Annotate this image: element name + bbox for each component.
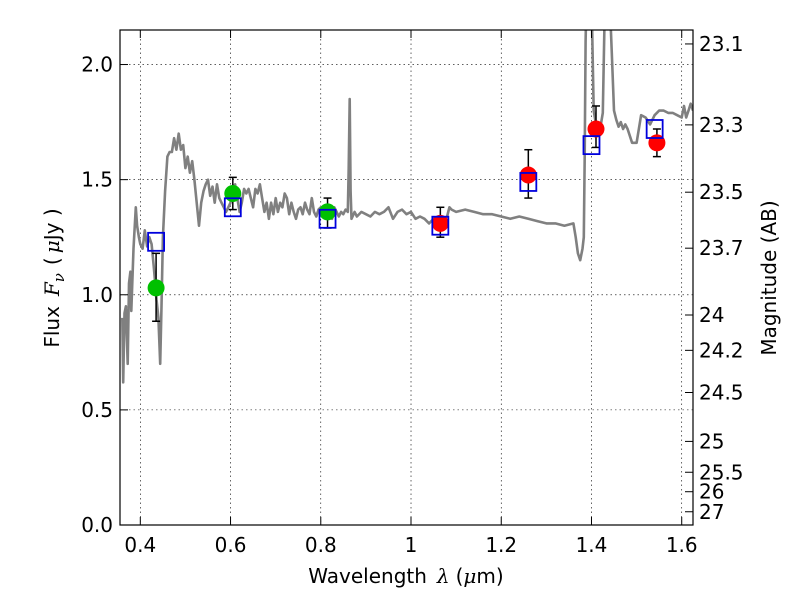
x-tick-label: 1.4 xyxy=(576,533,608,557)
y2-axis-label: Magnitude (AB) xyxy=(757,200,781,355)
green-data-point xyxy=(319,203,337,221)
model-photometry-square xyxy=(645,119,664,139)
x-tick-label: 1 xyxy=(405,533,418,557)
x-tick-label: 1.6 xyxy=(666,533,698,557)
x-tick-label: 1.2 xyxy=(485,533,517,557)
x-axis-label: Wavelength λ (μm) xyxy=(308,564,503,588)
tick-marks xyxy=(120,30,693,526)
x-tick-label: 0.4 xyxy=(124,533,156,557)
y-tick-label: 2.0 xyxy=(81,53,113,77)
y2-tick-label: 24 xyxy=(699,303,724,327)
model-spectrum-line xyxy=(121,30,693,384)
model-photometry-square xyxy=(223,197,242,218)
y2-tick-label: 23.7 xyxy=(699,236,744,260)
model-photometry-square xyxy=(582,135,601,156)
green-data-point xyxy=(147,279,165,297)
y2-tick-label: 27 xyxy=(699,500,724,524)
y2-tick-label: 24.5 xyxy=(699,381,744,405)
y-axis-label: FluxFν(μJy ) xyxy=(40,208,68,347)
y-tick-label: 1.5 xyxy=(81,168,113,192)
y2-tick-label: 24.2 xyxy=(699,338,744,362)
y2-tick-label: 23.1 xyxy=(699,32,744,56)
y2-tick-label: 25 xyxy=(699,429,724,453)
y2-tick-label: 25.5 xyxy=(699,460,744,484)
y-tick-label: 0.5 xyxy=(81,398,113,422)
y2-tick-label: 26 xyxy=(699,480,724,504)
grid xyxy=(120,30,693,526)
y-tick-label: 1.0 xyxy=(81,283,113,307)
x-tick-label: 0.8 xyxy=(305,533,337,557)
red-data-point xyxy=(587,120,605,138)
model-photometry-square xyxy=(318,208,337,229)
y2-tick-label: 23.5 xyxy=(699,180,744,204)
red-data-point xyxy=(519,166,537,184)
y-tick-label: 0.0 xyxy=(81,513,113,537)
plot-frame xyxy=(119,29,694,526)
x-tick-label: 0.6 xyxy=(215,533,247,557)
green-data-point xyxy=(224,184,242,202)
tick-labels: 0.4 0.6 0.8 1 1.2 1.4 1.6 0.0 0.5 1.0 1.5 2.0 23.1 23… xyxy=(81,32,743,557)
y2-tick-label: 23.3 xyxy=(699,113,744,137)
series-layer xyxy=(121,30,693,384)
model-photometry-square xyxy=(147,231,165,252)
red-data-point xyxy=(431,214,449,232)
model-photometry-square xyxy=(519,172,538,192)
model-photometry-square xyxy=(431,215,450,236)
